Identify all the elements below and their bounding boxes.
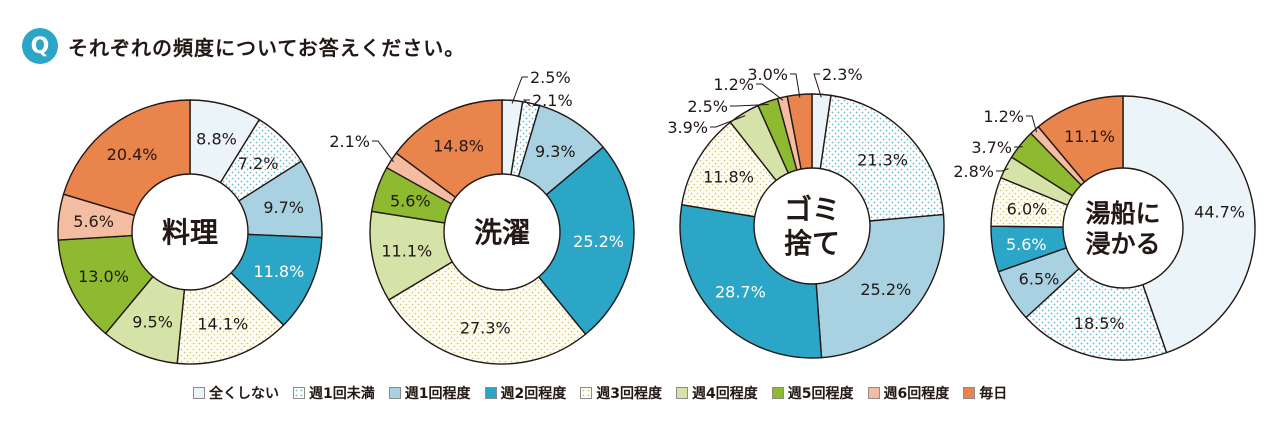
data-label: 2.3% (822, 65, 863, 84)
donut-chart-3: 2.3% 21.3% 25.2% 28.7% 11.8% 3.9% 2.5% 1.2%3.0%… (667, 65, 945, 359)
data-label: 1.2% (713, 75, 754, 94)
legend-item: 週6回程度 (867, 383, 950, 403)
data-label: 18.5% (1074, 314, 1125, 333)
legend-swatch (580, 387, 593, 399)
legend-label: 週6回程度 (883, 386, 950, 402)
data-label: 7.2% (238, 154, 279, 173)
leader-line (756, 83, 784, 101)
slice-1 (1122, 95, 1256, 354)
donut-chart-2: 2.5% 2.1% 9.3% 25.2% 27.3% 11.1% 5.6% 2.1% 14.8%… (329, 68, 635, 365)
center-title: ゴミ (784, 193, 840, 226)
data-label: 2.8% (953, 162, 994, 181)
legend-item: 毎日 (963, 383, 1007, 403)
legend-swatch (676, 387, 688, 399)
data-label: 2.5% (530, 68, 571, 87)
legend-item: 週2回程度 (484, 383, 567, 403)
data-label: 9.3% (535, 142, 576, 161)
legend-item: 週1回程度 (388, 383, 471, 403)
leader-line (511, 76, 528, 104)
legend-label: 毎日 (979, 386, 1008, 402)
data-label: 8.8% (196, 130, 237, 149)
data-label: 27.3% (460, 319, 511, 338)
legend-item: 週3回程度 (580, 383, 662, 403)
data-label: 9.7% (263, 198, 304, 217)
legend-label: 全くしない (209, 386, 279, 402)
data-label: 21.3% (857, 150, 908, 169)
slice-4 (501, 146, 635, 335)
data-label: 14.1% (197, 314, 248, 333)
legend-swatch (484, 387, 497, 399)
leader-line (730, 104, 769, 107)
data-label: 25.2% (860, 280, 911, 299)
legend: 全くしない 週1回未満 週1回程度 週2回程度 週3回程度 週4回程度 週5回程度 週6回程度… (193, 383, 1007, 403)
data-label: 28.7% (715, 282, 766, 301)
data-label: 3.0% (747, 65, 788, 84)
leader-line (710, 115, 746, 128)
leader-line (996, 168, 1009, 172)
data-label: 20.4% (107, 145, 158, 164)
data-label: 6.5% (1019, 270, 1060, 289)
data-label: 9.5% (132, 313, 173, 332)
center-title: 捨て (784, 227, 840, 260)
donut-hole (443, 173, 561, 291)
center-title: 浸かる (1085, 229, 1160, 258)
data-label: 5.6% (73, 212, 114, 231)
donut-hole (131, 173, 249, 291)
data-label: 11.8% (703, 168, 754, 187)
legend-swatch (771, 387, 784, 399)
data-label: 11.1% (1064, 127, 1115, 146)
legend-swatch (293, 387, 305, 399)
donut-chart-4: 44.7% 18.5% 6.5% 5.6% 6.0% 2.8% 3.7% 1.2% 11.1% 湯… (953, 95, 1256, 361)
center-title: 洗濯 (474, 216, 530, 249)
data-label: 14.8% (433, 136, 484, 155)
data-label: 3.9% (667, 118, 708, 137)
data-label: 6.0% (1007, 199, 1048, 218)
leader-line (813, 73, 822, 98)
legend-swatch (193, 387, 205, 399)
legend-swatch (867, 387, 880, 399)
donut-hole (1062, 167, 1184, 289)
legend-label: 週1回程度 (404, 386, 471, 402)
donut-charts: 8.8%7.2% 9.7% 11.8% 14.1% 9.5% 13.0% 5.6% 20.4%… (57, 65, 1256, 365)
center-title: 料理 (162, 216, 218, 249)
leader-line (372, 140, 395, 163)
data-label: 11.8% (253, 262, 304, 281)
legend-label: 週1回未満 (309, 386, 375, 402)
legend-swatch (388, 387, 401, 399)
legend-label: 週3回程度 (596, 386, 662, 402)
question-badge: Q (22, 28, 58, 64)
slice-5 (388, 231, 587, 365)
data-label: 2.1% (329, 132, 370, 151)
data-label: 5.6% (390, 191, 431, 210)
center-title: 湯船に (1085, 199, 1160, 228)
data-label: 44.7% (1194, 203, 1245, 222)
data-label: 3.7% (971, 138, 1012, 157)
data-label: 13.0% (78, 267, 129, 286)
legend-swatch (963, 387, 976, 399)
data-label: 5.6% (1006, 235, 1047, 254)
data-label: 2.1% (532, 91, 573, 110)
legend-label: 週5回程度 (787, 386, 854, 402)
donut-chart-1: 8.8%7.2% 9.7% 11.8% 14.1% 9.5% 13.0% 5.6% 20.4%… (57, 99, 323, 365)
leader-line (522, 99, 531, 107)
question-header: Q それぞれの頻度についてお答えください。 (22, 26, 465, 66)
data-label: 25.2% (573, 232, 624, 251)
legend-item: 週5回程度 (771, 383, 854, 403)
donut-hole (753, 167, 871, 285)
leader-line (790, 73, 801, 98)
data-label: 11.1% (381, 242, 432, 261)
legend-item: 全くしない (193, 383, 279, 403)
data-label: 2.5% (687, 97, 728, 116)
legend-label: 週2回程度 (500, 386, 567, 402)
data-label: 1.2% (983, 107, 1024, 126)
legend-item: 週1回未満 (293, 383, 375, 403)
question-text: それぞれの頻度についてお答えください。 (68, 35, 466, 60)
legend-label: 週4回程度 (692, 386, 758, 402)
leader-line (1026, 115, 1038, 133)
legend-item: 週4回程度 (676, 383, 758, 403)
